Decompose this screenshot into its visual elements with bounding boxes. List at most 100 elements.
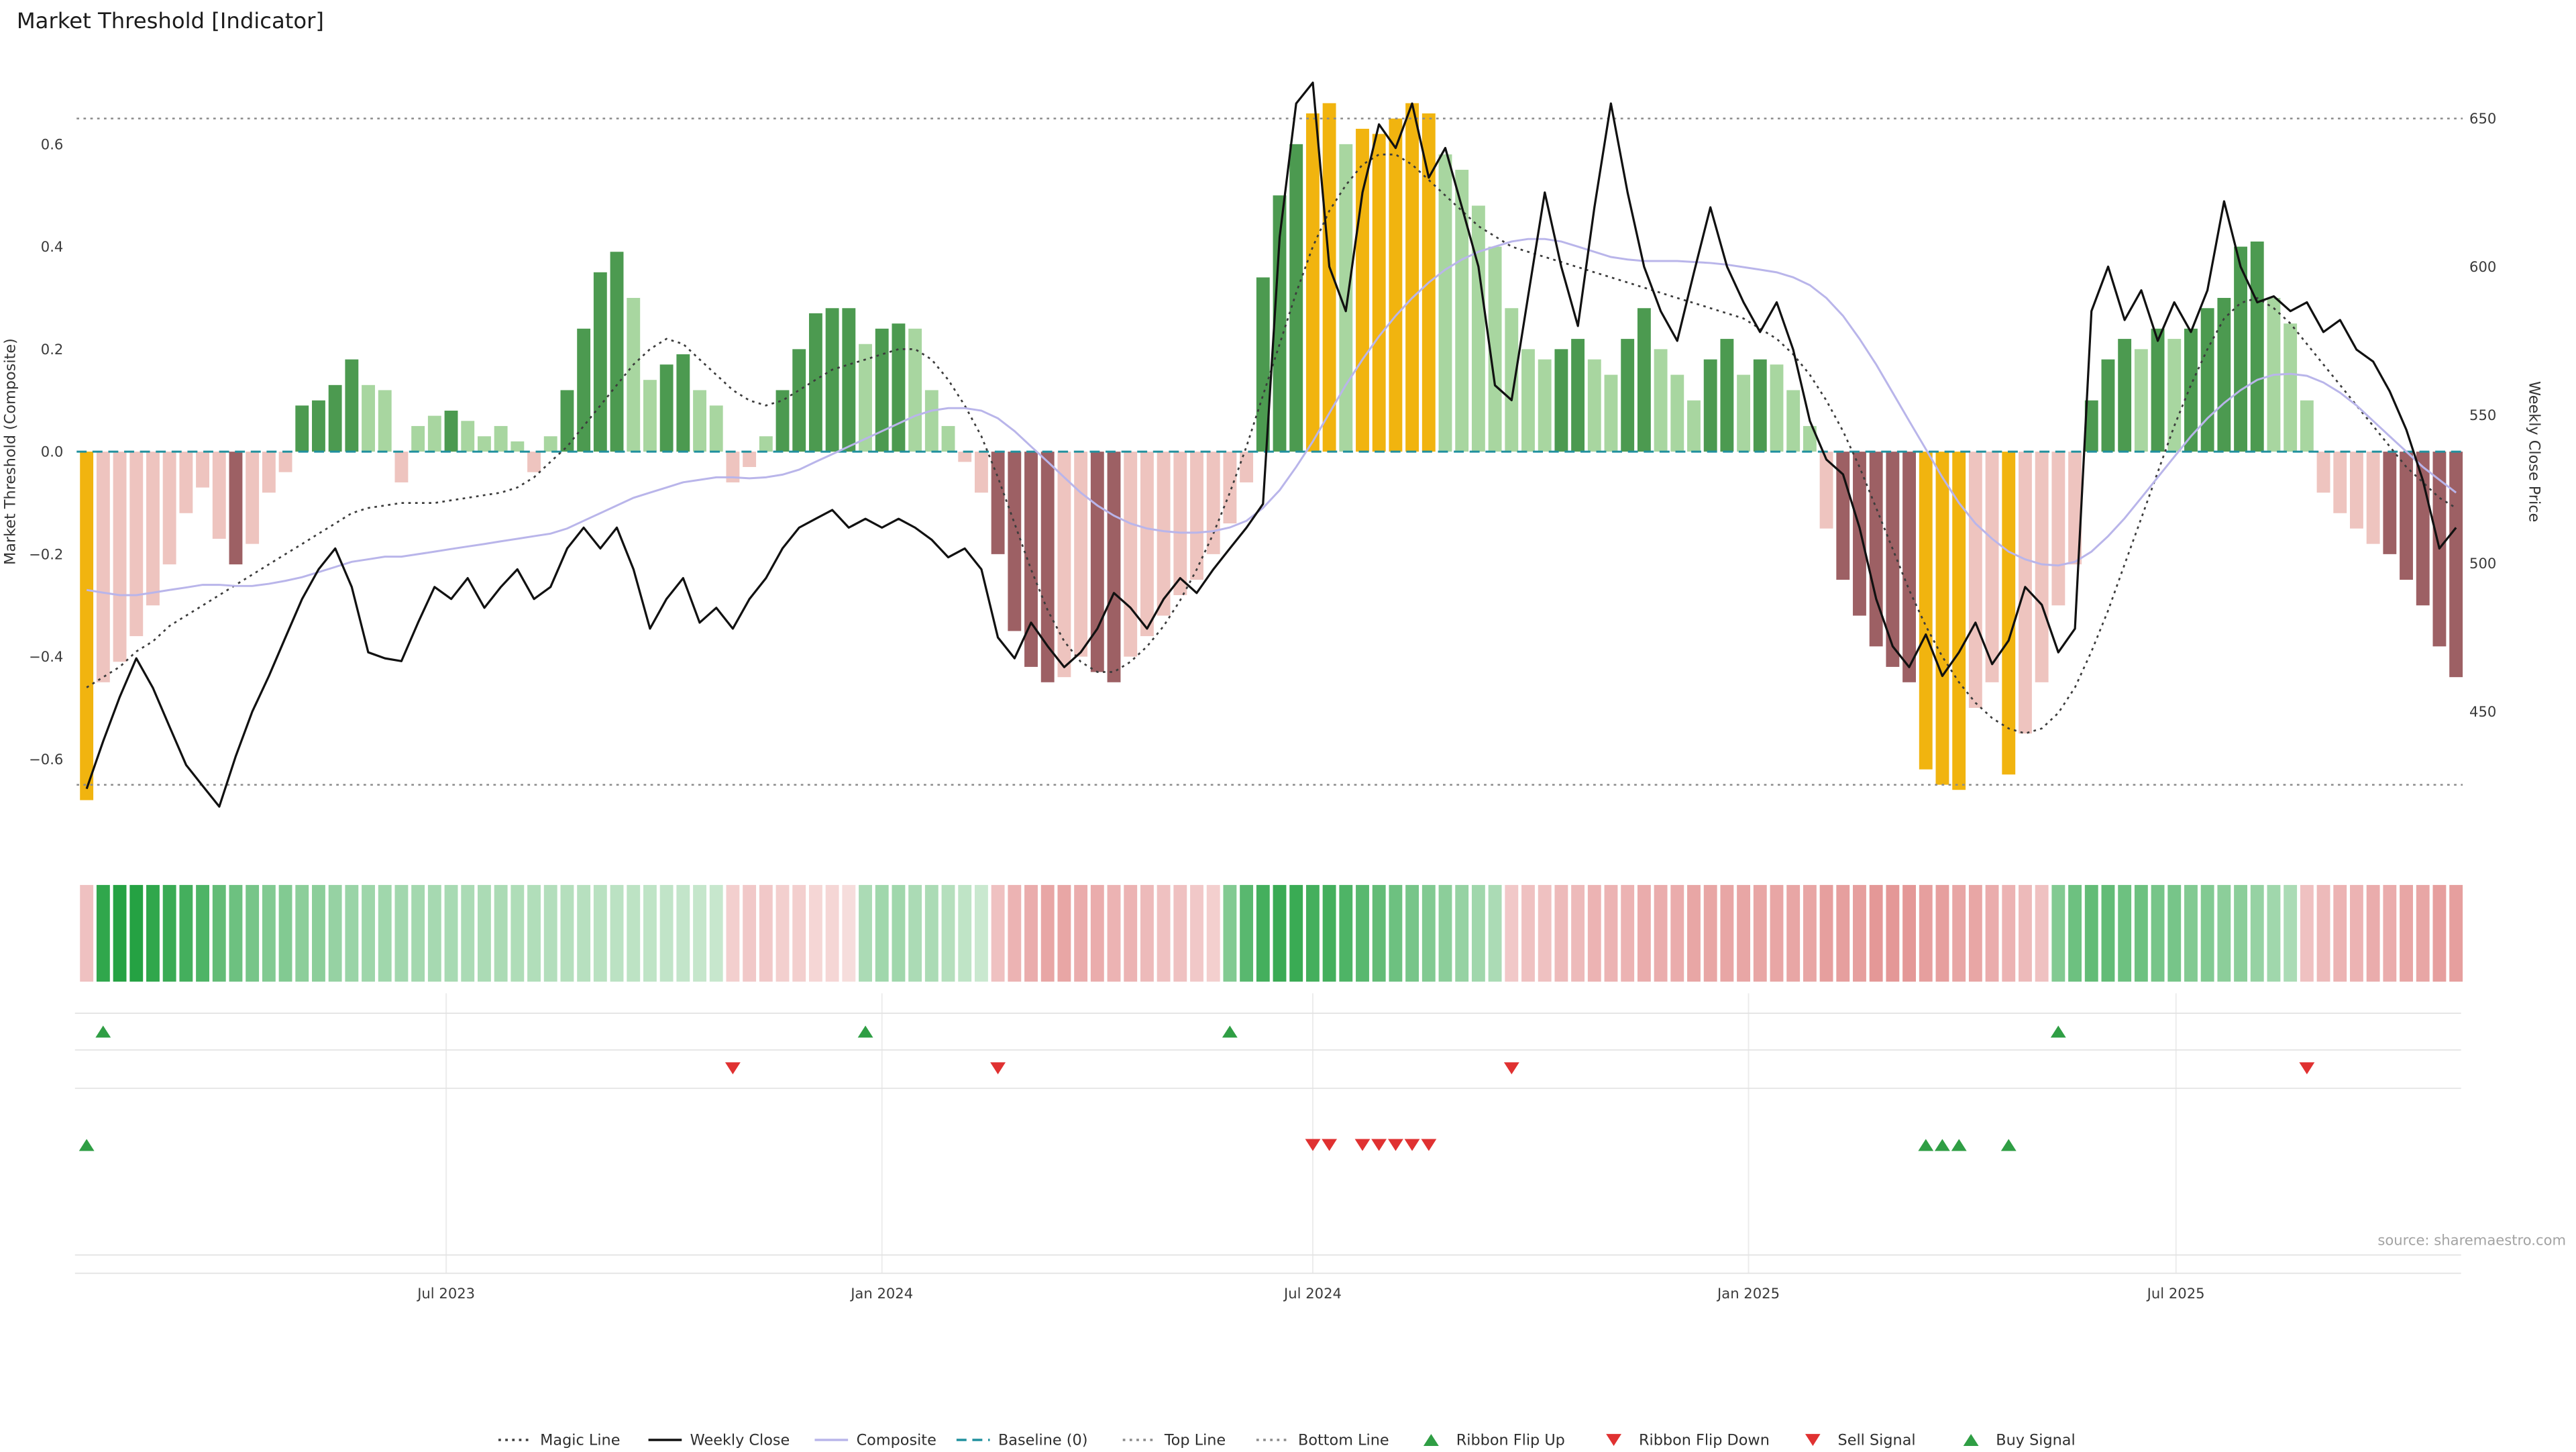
ribbon-cell xyxy=(958,884,972,982)
legend-label: Buy Signal xyxy=(1996,1431,2075,1449)
threshold-bar xyxy=(1455,170,1469,452)
x-axis-ticks: Jul 2023 Jan 2024 Jul 2024 Jan 2025 Jul 2025 xyxy=(416,1285,2204,1302)
ribbon-cell xyxy=(892,884,906,982)
sell-signal-marker xyxy=(1354,1139,1371,1151)
threshold-bar xyxy=(2118,339,2132,452)
ribbon-cell xyxy=(2002,884,2016,982)
threshold-bar xyxy=(1919,452,1933,770)
ribbon-cell xyxy=(593,884,607,982)
right-axis-label: Weekly Close Price xyxy=(2525,381,2542,522)
ribbon-cell xyxy=(1753,884,1767,982)
x-tick-label: Jan 2024 xyxy=(849,1285,913,1302)
buy-signal-marker xyxy=(1918,1139,1934,1151)
ribbon-flip-down-marker xyxy=(1503,1062,1519,1075)
ribbon-cell xyxy=(2217,884,2231,982)
ribbon-cell xyxy=(1256,884,1270,982)
legend-triangle-down-swatch xyxy=(1805,1434,1821,1446)
ribbon-cell xyxy=(1919,884,1933,982)
threshold-bar xyxy=(1305,113,1320,452)
legend-triangle-down-swatch xyxy=(1606,1434,1622,1446)
ribbon-cell xyxy=(2051,884,2065,982)
threshold-bar xyxy=(1024,452,1038,667)
ribbon-cell xyxy=(1571,884,1585,982)
ribbon-cell xyxy=(1140,884,1154,982)
threshold-bar xyxy=(1240,452,1254,482)
threshold-bar xyxy=(444,411,458,452)
ribbon-cell xyxy=(1157,884,1171,982)
ribbon-cell xyxy=(726,884,740,982)
ribbon-cell xyxy=(676,884,690,982)
threshold-bar xyxy=(229,452,243,565)
ribbon-cell xyxy=(1952,884,1966,982)
threshold-bar xyxy=(427,415,441,452)
sell-signal-marker xyxy=(1421,1139,1437,1151)
ribbon-cell xyxy=(394,884,409,982)
ribbon-cell xyxy=(2101,884,2115,982)
threshold-bar xyxy=(1471,205,1485,452)
ribbon-cell xyxy=(924,884,938,982)
ribbon-cell xyxy=(1008,884,1022,982)
threshold-bar xyxy=(1538,359,1552,452)
threshold-bar xyxy=(2200,308,2214,452)
threshold-bar xyxy=(1985,452,1999,682)
sell-signal-marker xyxy=(1388,1139,1403,1151)
threshold-bar xyxy=(1770,364,1784,452)
threshold-bar xyxy=(2084,400,2098,452)
left-tick-label: −0.4 xyxy=(29,648,63,665)
ribbon-cell xyxy=(2151,884,2165,982)
ribbon-cell xyxy=(2118,884,2132,982)
threshold-bar xyxy=(494,425,508,452)
threshold-bar xyxy=(1753,359,1767,452)
ribbon-cell xyxy=(494,884,508,982)
threshold-bar xyxy=(1521,349,1535,452)
ribbon-cell xyxy=(80,884,94,982)
threshold-bar xyxy=(2167,339,2182,452)
ribbon-cell xyxy=(2416,884,2430,982)
threshold-bar xyxy=(1008,452,1022,631)
ribbon-cell xyxy=(1240,884,1254,982)
ribbon-cell xyxy=(2068,884,2082,982)
threshold-bar xyxy=(1339,144,1353,452)
threshold-bar xyxy=(1571,339,1585,452)
threshold-bar xyxy=(1952,452,1966,790)
ribbon-cell xyxy=(2167,884,2182,982)
threshold-bar xyxy=(96,452,110,682)
threshold-bar xyxy=(1853,452,1866,616)
legend-label: Bottom Line xyxy=(1298,1431,1389,1449)
ribbon-cell xyxy=(1703,884,1717,982)
threshold-bar xyxy=(1206,452,1220,554)
left-tick-label: 0.6 xyxy=(41,136,64,152)
threshold-bar xyxy=(1720,339,1734,452)
ribbon-cell xyxy=(1737,884,1751,982)
buy-signal-marker xyxy=(1934,1139,1950,1151)
ribbon-cell xyxy=(295,884,309,982)
threshold-bar xyxy=(378,390,392,452)
threshold-bars-layer xyxy=(80,103,2463,800)
left-tick-label: 0.2 xyxy=(41,341,64,358)
sell-signal-marker xyxy=(1322,1139,1338,1151)
threshold-bar xyxy=(2416,452,2430,606)
ribbon-cell xyxy=(1836,884,1850,982)
threshold-bar xyxy=(312,400,325,452)
threshold-bar xyxy=(1273,195,1287,452)
ribbon-cell xyxy=(511,884,525,982)
ribbon-cell xyxy=(1405,884,1419,982)
ribbon-cell xyxy=(1770,884,1784,982)
threshold-bar xyxy=(627,297,641,452)
ribbon-cell xyxy=(162,884,176,982)
grid-layer xyxy=(74,993,2461,1274)
ribbon-cell xyxy=(1372,884,1386,982)
threshold-bar xyxy=(1140,452,1154,637)
ribbon-cell xyxy=(560,884,574,982)
threshold-bar xyxy=(1157,452,1171,616)
threshold-bar xyxy=(676,354,690,452)
legend-label: Ribbon Flip Down xyxy=(1639,1431,1770,1449)
ribbon-cell xyxy=(643,884,657,982)
ribbon-cell xyxy=(875,884,889,982)
threshold-bar xyxy=(1389,118,1403,452)
ribbon-cell xyxy=(246,884,260,982)
threshold-bar xyxy=(2350,452,2363,529)
ribbon-cell xyxy=(1654,884,1668,982)
ribbon-cell xyxy=(378,884,392,982)
ribbon-cell xyxy=(1305,884,1320,982)
